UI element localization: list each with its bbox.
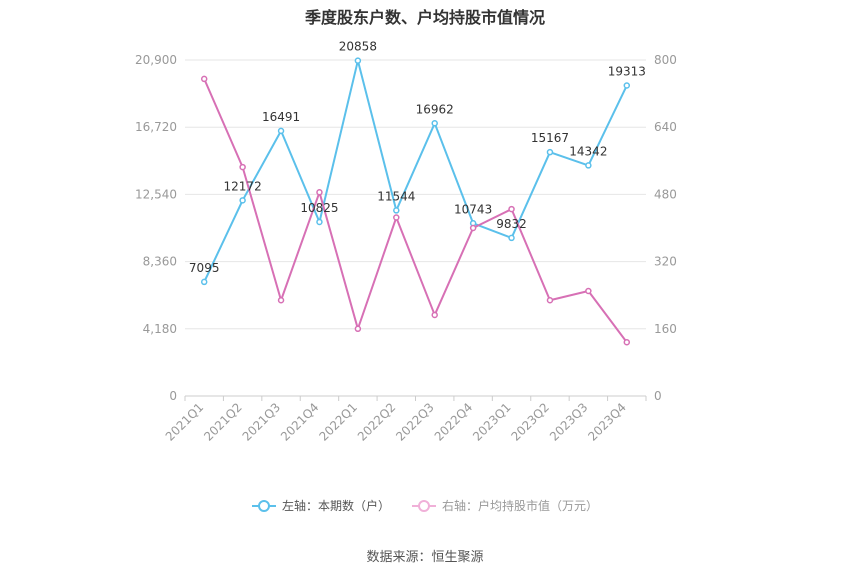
right-series-point [354, 325, 362, 333]
chart-legend: 左轴：本期数（户） 右轴：户均持股市值（万元） [0, 497, 850, 514]
x-axis-category-label: 2021Q2 [201, 400, 245, 444]
x-axis-category-label: 2021Q4 [278, 400, 322, 444]
left-axis-tick-label: 8,360 [143, 255, 177, 269]
right-series-point [585, 287, 592, 295]
legend-item-left[interactable]: 左轴：本期数（户） [251, 497, 390, 514]
left-series-point [585, 162, 592, 169]
right-series-point [277, 296, 285, 304]
left-series-data-label: 9832 [496, 217, 527, 231]
right-axis-tick-label: 800 [654, 53, 677, 67]
x-axis-category-label: 2023Q2 [509, 400, 553, 444]
legend-left-label: 左轴：本期数（户） [281, 499, 390, 513]
left-series-point [277, 127, 285, 135]
left-series-data-label: 16962 [416, 102, 454, 116]
right-axis-tick-label: 160 [654, 322, 677, 336]
right-series-point [508, 205, 515, 213]
left-series-data-label: 12172 [224, 179, 262, 193]
left-series-point [316, 218, 323, 226]
left-series-line [203, 59, 628, 283]
right-series-point [431, 311, 438, 319]
x-axis-category-label: 2022Q1 [316, 400, 360, 444]
left-axis-tick-label: 20,900 [135, 53, 177, 67]
x-axis-category-label: 2021Q3 [240, 400, 284, 444]
x-axis-category-label: 2023Q3 [547, 400, 591, 444]
left-series-point [393, 207, 400, 214]
left-series-data-label: 11544 [377, 189, 415, 203]
legend-left-line-icon [251, 499, 276, 512]
data-source: 数据来源：恒生聚源 [366, 550, 484, 565]
right-axis-tick-label: 320 [654, 255, 677, 269]
left-series-point [354, 57, 362, 64]
right-axis-tick-label: 480 [654, 187, 677, 201]
x-axis-category-label: 2023Q1 [470, 400, 514, 444]
x-axis-category-label: 2023Q4 [585, 400, 629, 444]
left-series-point [431, 120, 438, 127]
left-series-point [623, 82, 631, 89]
right-axis-tick-label: 640 [654, 120, 677, 134]
right-series-point [623, 338, 631, 346]
left-series-data-label: 19313 [608, 65, 646, 79]
right-series-point [239, 163, 246, 171]
legend-right-line-icon [412, 499, 436, 512]
left-series-data-label: 15167 [531, 131, 569, 145]
x-axis-category-label: 2022Q4 [432, 400, 476, 444]
left-series-data-label: 10825 [300, 201, 338, 215]
left-axis-tick-label: 0 [169, 389, 177, 403]
x-axis-category-label: 2021Q1 [163, 400, 207, 444]
legend-right-label: 右轴：户均持股市值（万元） [442, 499, 599, 513]
left-axis-tick-label: 16,720 [135, 120, 177, 134]
right-series-point [393, 214, 400, 221]
left-series-data-label: 20858 [339, 40, 377, 54]
left-series-point [508, 234, 515, 242]
right-series-point [316, 189, 323, 196]
left-series-point [546, 148, 554, 156]
left-axis-tick-label: 4,180 [143, 322, 177, 336]
left-series-point [200, 278, 208, 286]
x-axis-category-label: 2022Q3 [393, 400, 437, 444]
left-series-data-label: 7095 [189, 261, 220, 275]
x-axis-category-label: 2022Q2 [355, 400, 399, 444]
left-axis-tick-label: 12,540 [135, 187, 177, 201]
left-series-data-label: 14342 [569, 144, 607, 158]
right-series-line [203, 78, 628, 343]
right-series-point [469, 224, 477, 232]
left-series-data-label: 10743 [454, 202, 492, 216]
chart-title: 季度股东户数、户均持股市值情况 [304, 8, 545, 27]
right-series-point [546, 296, 554, 304]
right-series-point [200, 75, 208, 83]
legend-item-right[interactable]: 右轴：户均持股市值（万元） [412, 497, 598, 514]
left-series-point [239, 197, 246, 204]
left-series-data-label: 16491 [262, 110, 300, 124]
right-axis-tick-label: 0 [654, 389, 662, 403]
